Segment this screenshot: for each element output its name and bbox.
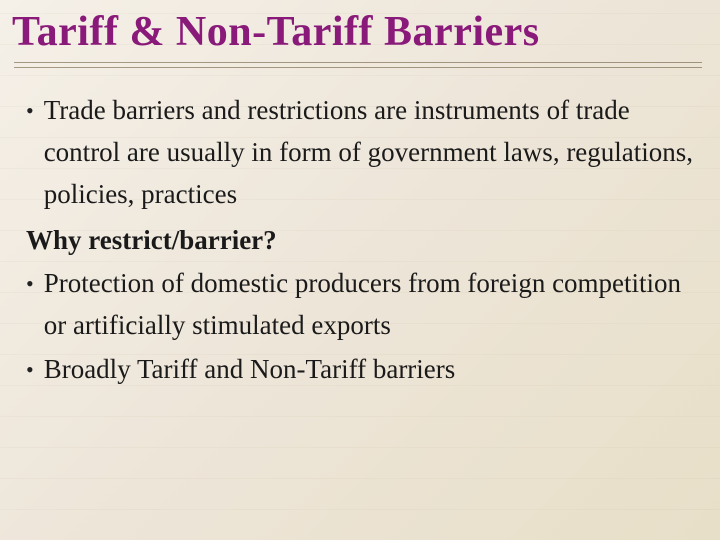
bullet-text: Broadly Tariff and Non-Tariff barriers <box>44 349 700 391</box>
bullet-item: • Broadly Tariff and Non-Tariff barriers <box>26 349 700 391</box>
slide-body: • Trade barriers and restrictions are in… <box>0 72 720 391</box>
title-underline <box>14 62 702 68</box>
bullet-item: • Protection of domestic producers from … <box>26 263 700 347</box>
slide-title: Tariff & Non-Tariff Barriers <box>12 8 704 56</box>
slide-container: Tariff & Non-Tariff Barriers • Trade bar… <box>0 0 720 540</box>
bullet-text: Trade barriers and restrictions are inst… <box>44 90 700 216</box>
bullet-marker: • <box>26 90 34 132</box>
bullet-item: • Trade barriers and restrictions are in… <box>26 90 700 216</box>
subheading: Why restrict/barrier? <box>26 220 700 262</box>
bullet-marker: • <box>26 349 34 391</box>
title-wrap: Tariff & Non-Tariff Barriers <box>0 0 720 72</box>
bullet-marker: • <box>26 263 34 305</box>
bullet-text: Protection of domestic producers from fo… <box>44 263 700 347</box>
